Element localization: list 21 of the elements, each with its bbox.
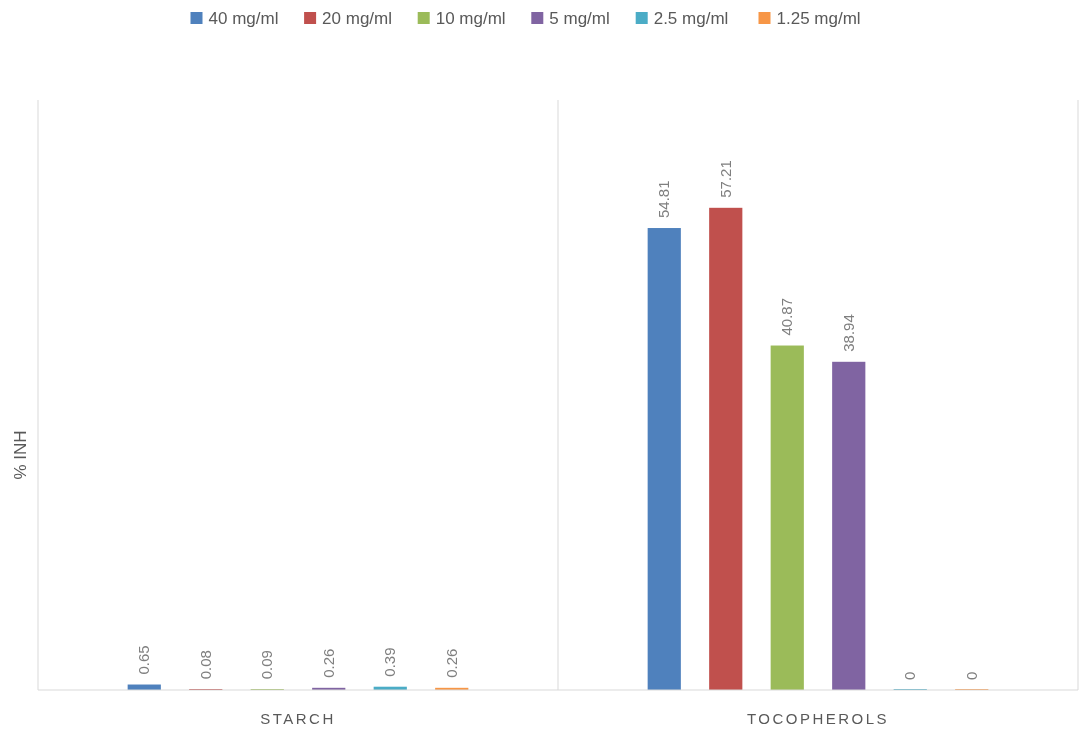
- data-label: 0.08: [196, 650, 214, 680]
- data-label: 40.87: [778, 297, 796, 336]
- x-tick-label: TOCOPHEROLS: [746, 710, 890, 727]
- data-label: 0.39: [381, 647, 399, 677]
- data-label: 0.09: [258, 650, 276, 680]
- data-label: 0.26: [319, 648, 337, 678]
- data-label: 57.21: [716, 160, 734, 198]
- data-label: 0.26: [442, 648, 460, 678]
- data-label: 38.94: [839, 314, 857, 352]
- data-label: 54.81: [655, 180, 673, 219]
- data-label: 0: [901, 671, 919, 680]
- legend-label: 20 mg/ml: [322, 9, 393, 28]
- y-axis-title: % INH: [11, 430, 30, 480]
- data-label: 0: [962, 671, 980, 680]
- legend-label: 2.5 mg/ml: [653, 9, 729, 28]
- legend-label: 40 mg/ml: [208, 9, 279, 28]
- x-tick-label: STARCH: [260, 710, 336, 727]
- legend-label: 1.25 mg/ml: [776, 9, 861, 28]
- legend-label: 10 mg/ml: [435, 9, 506, 28]
- data-label: 0.65: [135, 645, 153, 675]
- legend-label: 5 mg/ml: [549, 9, 610, 28]
